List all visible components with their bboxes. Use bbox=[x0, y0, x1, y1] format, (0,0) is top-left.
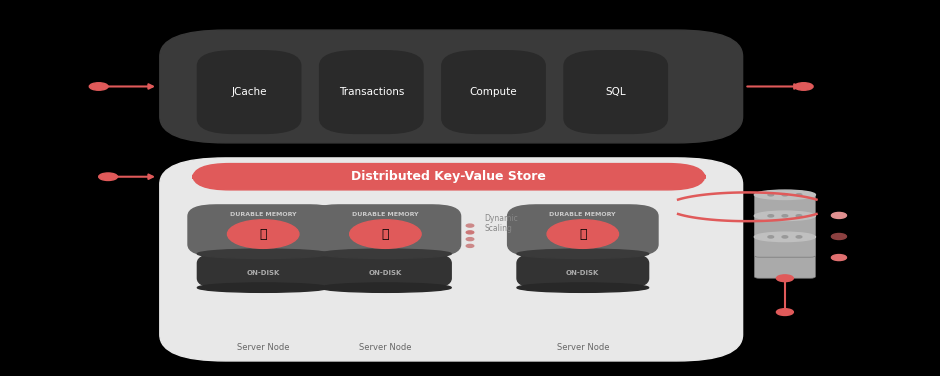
FancyBboxPatch shape bbox=[517, 254, 649, 288]
Circle shape bbox=[782, 215, 788, 217]
Circle shape bbox=[831, 255, 846, 261]
Circle shape bbox=[782, 236, 788, 238]
Circle shape bbox=[796, 236, 802, 238]
FancyBboxPatch shape bbox=[197, 51, 301, 133]
FancyBboxPatch shape bbox=[754, 216, 815, 257]
Text: Dynamic
Scaling: Dynamic Scaling bbox=[484, 214, 518, 233]
Circle shape bbox=[227, 220, 299, 249]
Circle shape bbox=[794, 83, 813, 90]
Text: DURABLE MEMORY: DURABLE MEMORY bbox=[550, 212, 616, 217]
Circle shape bbox=[768, 236, 774, 238]
Circle shape bbox=[466, 231, 474, 234]
Ellipse shape bbox=[197, 249, 329, 259]
Text: Transactions: Transactions bbox=[338, 87, 404, 97]
Circle shape bbox=[796, 194, 802, 196]
Ellipse shape bbox=[754, 190, 815, 199]
Circle shape bbox=[768, 215, 774, 217]
FancyBboxPatch shape bbox=[508, 205, 658, 256]
Text: Server Node: Server Node bbox=[237, 343, 290, 352]
Circle shape bbox=[831, 233, 846, 240]
FancyBboxPatch shape bbox=[564, 51, 667, 133]
FancyBboxPatch shape bbox=[188, 205, 338, 256]
Circle shape bbox=[89, 83, 108, 90]
Text: Distributed Key-Value Store: Distributed Key-Value Store bbox=[352, 170, 546, 183]
FancyBboxPatch shape bbox=[310, 205, 461, 256]
Text: Server Node: Server Node bbox=[556, 343, 609, 352]
FancyBboxPatch shape bbox=[193, 164, 705, 190]
Circle shape bbox=[782, 194, 788, 196]
Text: 🔥: 🔥 bbox=[382, 227, 389, 241]
FancyBboxPatch shape bbox=[320, 254, 451, 288]
Circle shape bbox=[776, 275, 793, 282]
FancyBboxPatch shape bbox=[160, 158, 743, 361]
Circle shape bbox=[796, 215, 802, 217]
Text: ON-DISK: ON-DISK bbox=[246, 270, 280, 276]
Text: ON-DISK: ON-DISK bbox=[566, 270, 600, 276]
Circle shape bbox=[768, 194, 774, 196]
Text: 🔥: 🔥 bbox=[579, 227, 587, 241]
Circle shape bbox=[547, 220, 619, 249]
Text: Server Node: Server Node bbox=[359, 343, 412, 352]
Circle shape bbox=[350, 220, 421, 249]
Circle shape bbox=[466, 244, 474, 247]
Ellipse shape bbox=[754, 211, 815, 220]
Circle shape bbox=[466, 238, 474, 241]
Text: JCache: JCache bbox=[231, 87, 267, 97]
FancyBboxPatch shape bbox=[320, 51, 423, 133]
Ellipse shape bbox=[197, 283, 329, 293]
Text: DURABLE MEMORY: DURABLE MEMORY bbox=[352, 212, 418, 217]
FancyBboxPatch shape bbox=[442, 51, 545, 133]
Circle shape bbox=[466, 224, 474, 227]
FancyBboxPatch shape bbox=[197, 254, 329, 288]
Ellipse shape bbox=[517, 249, 649, 259]
Text: ON-DISK: ON-DISK bbox=[368, 270, 402, 276]
Text: Compute: Compute bbox=[470, 87, 517, 97]
FancyBboxPatch shape bbox=[754, 195, 815, 236]
FancyBboxPatch shape bbox=[160, 30, 743, 143]
Ellipse shape bbox=[754, 232, 815, 241]
Circle shape bbox=[99, 173, 118, 180]
Text: 🔥: 🔥 bbox=[259, 227, 267, 241]
Ellipse shape bbox=[320, 249, 451, 259]
Ellipse shape bbox=[320, 283, 451, 293]
Circle shape bbox=[831, 212, 846, 218]
Text: DURABLE MEMORY: DURABLE MEMORY bbox=[230, 212, 296, 217]
Circle shape bbox=[776, 309, 793, 315]
FancyBboxPatch shape bbox=[754, 237, 815, 278]
Ellipse shape bbox=[517, 283, 649, 293]
Text: SQL: SQL bbox=[605, 87, 626, 97]
